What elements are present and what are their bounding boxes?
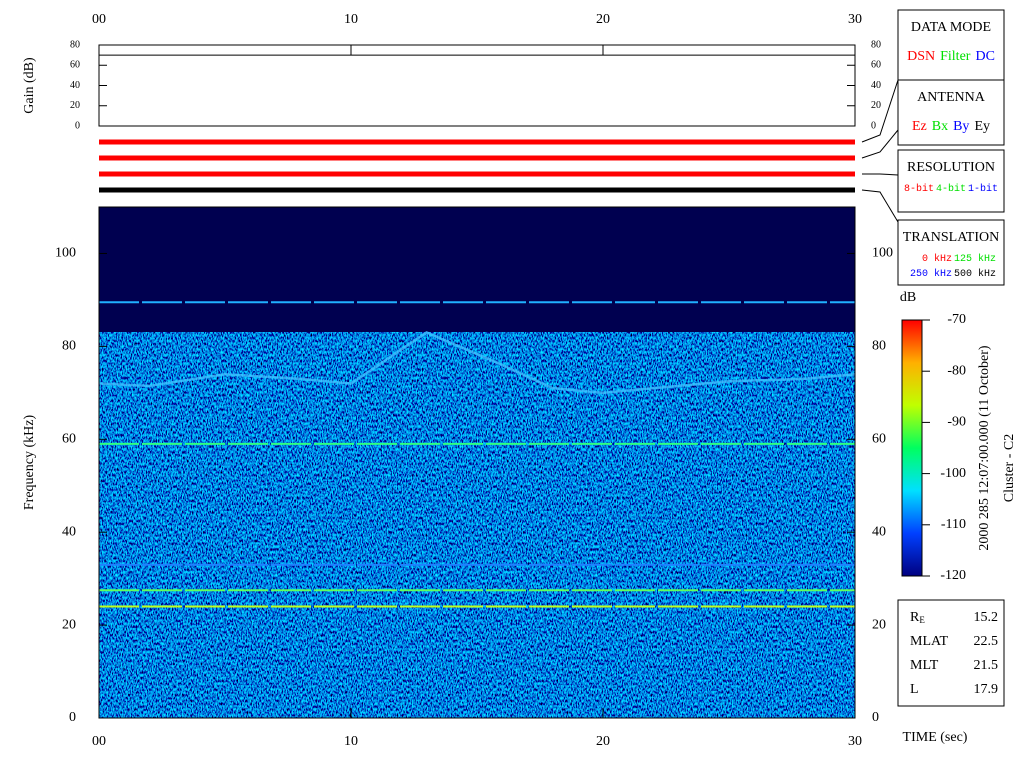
spacecraft-label: Cluster - C2	[1002, 434, 1017, 502]
mode-option: 0 kHz	[922, 253, 952, 265]
info-label: MLAT	[910, 634, 949, 649]
plot-frame	[98, 206, 856, 719]
y-tick-label: 100	[872, 246, 893, 261]
x-tick-label: 00	[92, 734, 106, 749]
y-tick-label: 80	[62, 339, 76, 354]
mode-option: By	[953, 119, 969, 134]
x-tick-label: 30	[848, 12, 862, 27]
mode-panel-row: Ez Bx By Ey	[912, 119, 990, 134]
x-tick-label: 20	[596, 12, 610, 27]
mode-option: 8-bit	[904, 183, 934, 195]
mode-option: Ey	[974, 119, 990, 134]
connectors	[861, 79, 899, 223]
mode-panels: DATA MODE DSN Filter DC ANTENNA Ez Bx By Ey RESOL…	[897, 9, 1005, 286]
y-tick-label: 40	[872, 524, 886, 539]
colorbar-tick-label: -120	[940, 568, 966, 583]
date-annotation: 2000 285 12:07:00.000 (11 October)	[977, 345, 992, 551]
colorbar-tick-label: -70	[947, 312, 966, 327]
y-tick-label: 0	[871, 120, 876, 131]
mode-panel-row: 250 kHz 500 kHz	[910, 268, 996, 280]
mode-panel	[897, 79, 1005, 146]
colorbar-tick-label: -90	[947, 415, 966, 430]
mode-panel-title: TRANSLATION	[903, 230, 999, 245]
y-tick-label: 100	[55, 246, 76, 261]
y-tick-label: 20	[872, 617, 886, 632]
mode-panel	[897, 149, 1005, 213]
y-tick-label: 60	[70, 60, 80, 71]
y-axis-title: Gain (dB)	[22, 57, 37, 114]
plasma-line	[98, 331, 856, 395]
mode-option: Bx	[932, 119, 948, 134]
colorbar-tick-label: -100	[940, 466, 966, 481]
y-tick-label: 40	[871, 80, 881, 91]
y-tick-label: 20	[871, 100, 881, 111]
info-value: 15.2	[974, 610, 999, 625]
y-tick-label: 60	[871, 60, 881, 71]
x-tick-label: 20	[596, 734, 610, 749]
mode-panel-row: 0 kHz 125 kHz	[922, 253, 996, 265]
y-tick-label: 0	[69, 710, 76, 725]
y-tick-label: 80	[70, 39, 80, 50]
mode-option: Filter	[940, 49, 971, 64]
y-tick-label: 60	[872, 431, 886, 446]
colorbar-label: dB	[900, 290, 916, 305]
x-axis-title: TIME (sec)	[903, 730, 968, 745]
mode-option: Ez	[912, 119, 927, 134]
y-tick-label: 20	[62, 617, 76, 632]
y-tick-label: 40	[62, 524, 76, 539]
mode-option: 500 kHz	[954, 268, 996, 280]
info-label: MLT	[910, 658, 939, 673]
mode-option: 250 kHz	[910, 268, 952, 280]
mode-panel-row: DSN Filter DC	[907, 49, 995, 64]
mode-panel-title: ANTENNA	[917, 90, 986, 105]
mode-panel	[897, 219, 1005, 286]
colorbar-tick-label: -110	[941, 517, 966, 532]
y-tick-label: 20	[70, 100, 80, 111]
info-value: 17.9	[974, 682, 999, 697]
y-tick-label: 40	[70, 80, 80, 91]
info-box: RE 15.2 MLAT 22.5 MLT 21.5 L 17.9	[897, 599, 1005, 707]
y-axis-title: Frequency (kHz)	[22, 415, 37, 511]
x-tick-label: 10	[344, 12, 358, 27]
x-tick-label: 00	[92, 12, 106, 27]
mode-option: DSN	[907, 49, 935, 64]
info-label: L	[910, 682, 919, 697]
info-value: 21.5	[974, 658, 999, 673]
colorbar-tick-label: -80	[947, 363, 966, 378]
colorbar	[901, 319, 923, 577]
mode-option: 4-bit	[936, 183, 966, 195]
info-subscript: E	[919, 615, 925, 625]
mode-panel-title: RESOLUTION	[907, 160, 995, 175]
plot-frame	[98, 44, 856, 127]
info-value: 22.5	[974, 634, 999, 649]
mode-option: 1-bit	[968, 183, 998, 195]
y-tick-label: 80	[872, 339, 886, 354]
mode-option: 125 kHz	[954, 253, 996, 265]
mode-panel-row: 8-bit 4-bit 1-bit	[904, 183, 998, 195]
spectrogram-noise	[99, 332, 855, 718]
y-tick-label: 80	[871, 39, 881, 50]
x-tick-label: 10	[344, 734, 358, 749]
mode-panel	[897, 9, 1005, 81]
y-tick-label: 0	[872, 710, 879, 725]
x-tick-label: 30	[848, 734, 862, 749]
y-tick-label: 60	[62, 431, 76, 446]
y-tick-label: 0	[75, 120, 80, 131]
mode-panel-title: DATA MODE	[911, 20, 991, 35]
info-label: RE	[910, 610, 925, 625]
mode-option: DC	[975, 49, 994, 64]
